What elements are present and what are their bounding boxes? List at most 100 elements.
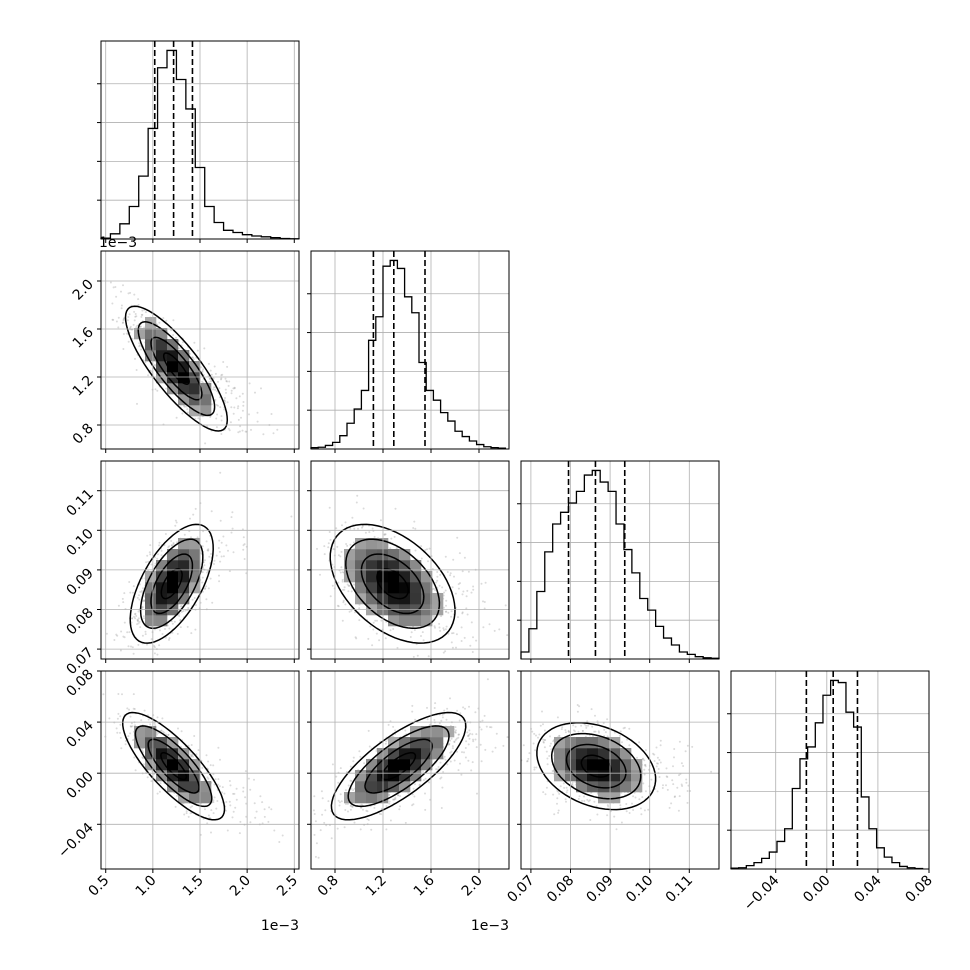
density-block (178, 748, 190, 760)
scatter-point (565, 791, 568, 794)
scatter-point (187, 607, 190, 609)
scatter-point (175, 416, 178, 419)
scatter-point (451, 632, 453, 635)
scatter-point (595, 805, 598, 808)
scatter-point (352, 756, 355, 759)
scatter-point (131, 337, 134, 340)
scatter-point (336, 827, 339, 830)
scatter-point (313, 813, 316, 815)
scatter-point (457, 616, 459, 619)
scatter-point (349, 765, 352, 768)
scatter-point (413, 629, 416, 631)
scatter-point (653, 760, 656, 762)
scatter-point (631, 802, 633, 805)
scatter-point (404, 729, 407, 732)
density-block (355, 549, 367, 561)
scatter-point (116, 731, 119, 734)
scatter-point (126, 707, 129, 710)
scatter-point (518, 789, 520, 791)
scatter-point (150, 563, 153, 566)
scatter-point (138, 594, 140, 597)
scatter-point (373, 535, 376, 538)
scatter-point (458, 733, 460, 736)
scatter-point (658, 776, 661, 778)
scatter-point (474, 711, 477, 714)
scatter-point (434, 589, 437, 592)
scatter-point (204, 442, 207, 445)
density-block (421, 726, 433, 738)
scatter-point (178, 347, 181, 350)
scatter-point (572, 729, 575, 732)
scatter-point (420, 557, 423, 560)
x-tick-label: 2.0 (459, 873, 486, 900)
scatter-point (130, 617, 133, 620)
density-block (421, 615, 433, 627)
scatter-point (132, 591, 134, 594)
scatter-point (207, 362, 210, 365)
scatter-point (122, 319, 125, 322)
scatter-point (450, 641, 453, 644)
scatter-point (134, 612, 137, 615)
density-block (145, 726, 157, 738)
scatter-point (625, 803, 628, 805)
x-tick-label: 0.04 (851, 872, 884, 905)
scatter-point (201, 766, 204, 769)
scatter-point (553, 813, 556, 816)
scatter-point (720, 810, 722, 812)
scatter-point (394, 796, 397, 799)
scatter-point (432, 615, 435, 618)
scatter-point (680, 783, 683, 786)
scatter-point (147, 718, 150, 721)
scatter-point (126, 319, 129, 322)
scatter-point (452, 632, 455, 635)
panel-frame (310, 250, 510, 450)
x-tick-label: 2.5 (274, 873, 301, 900)
scatter-point (120, 630, 123, 633)
scatter-point (125, 332, 128, 335)
scatter-point (132, 585, 135, 588)
density-block (598, 759, 610, 771)
scatter-point (602, 722, 605, 724)
scatter-point (466, 589, 469, 592)
scatter-point (215, 403, 218, 406)
density-block (432, 726, 444, 738)
scatter-point (665, 767, 668, 770)
scatter-point (436, 579, 439, 582)
scatter-point (470, 591, 473, 594)
scatter-point (263, 808, 266, 811)
scatter-point (345, 803, 347, 805)
scatter-point (432, 587, 435, 590)
scatter-point (676, 786, 679, 789)
scatter-point (193, 597, 196, 599)
scatter-point (352, 789, 355, 792)
scatter-point (332, 548, 335, 550)
scatter-point (109, 281, 112, 284)
scatter-point (443, 709, 446, 712)
density-block (399, 737, 411, 749)
scatter-point (209, 377, 212, 380)
scatter-point (319, 573, 321, 576)
density-block (189, 538, 201, 550)
scatter-point (290, 515, 293, 518)
scatter-point (217, 380, 219, 383)
scatter-point (543, 746, 546, 749)
scatter-point (134, 664, 136, 666)
scatter-point (504, 604, 507, 607)
scatter-point (354, 636, 357, 639)
scatter-point (585, 726, 588, 729)
scatter-point (358, 607, 361, 610)
scatter-point (440, 719, 443, 722)
scatter-point (247, 777, 250, 780)
scatter-point (335, 527, 338, 530)
scatter-point (542, 740, 545, 743)
scatter-point (201, 371, 204, 374)
scatter-point (589, 819, 592, 821)
scatter-point (175, 521, 178, 524)
scatter-point (460, 773, 463, 776)
scatter-point (460, 640, 463, 642)
scatter-point (482, 600, 484, 603)
scatter-point (206, 571, 209, 574)
scatter-point (128, 581, 131, 583)
scatter-point (349, 527, 352, 530)
scatter-point (366, 810, 369, 813)
